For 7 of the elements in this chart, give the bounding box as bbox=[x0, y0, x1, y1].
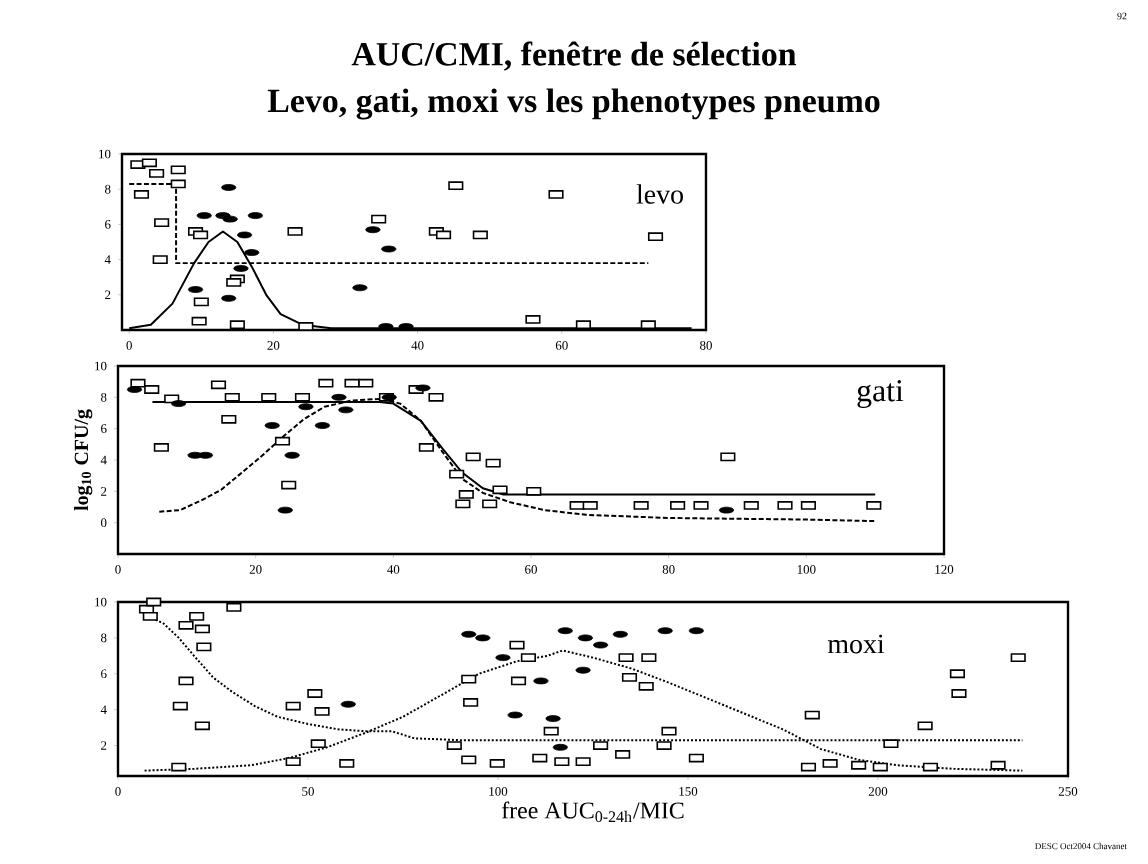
y-axis-title: log$_{10}$ CFU/g bbox=[74, 409, 93, 511]
chart-title: AUC/CMI, fenêtre de sélection bbox=[351, 41, 797, 71]
chart-subtitle: Levo, gati, moxi vs les phenotypes pneumo bbox=[267, 88, 880, 120]
x-axis-title: free AUC$_{0-24h}$/MIC bbox=[501, 801, 684, 823]
annotation: gati bbox=[857, 380, 904, 408]
annotation: levo bbox=[636, 184, 683, 204]
annotation: moxi bbox=[827, 634, 885, 654]
